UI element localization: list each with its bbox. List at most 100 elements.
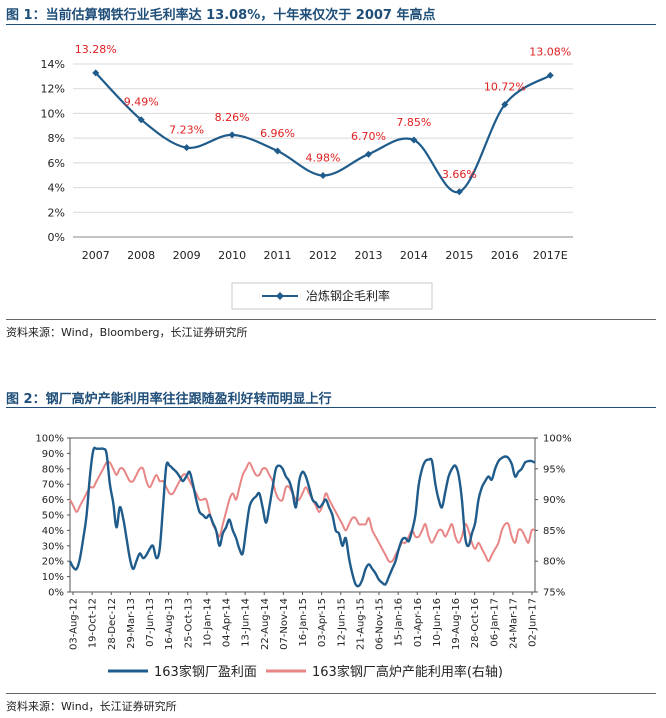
chart2-x-tick-label: 07-Nov-14 xyxy=(279,598,290,650)
chart1-x-tick-label: 2014 xyxy=(400,249,428,262)
chart2-x-tick-label: 16-Jan-15 xyxy=(298,598,309,647)
chart1-x-tick-label: 2011 xyxy=(264,249,292,262)
chart1-point-marker xyxy=(228,131,236,139)
chart1-x-tick-label: 2008 xyxy=(127,249,155,262)
chart2-right-y-tick-label: 85% xyxy=(543,526,565,537)
chart2-x-tick-label: 06-Jan-17 xyxy=(489,598,500,647)
chart2-right-y-tick-label: 75% xyxy=(543,588,565,599)
chart1-y-tick-labels: 0% 2% 4% 6% 8% 10% 12% 14% xyxy=(41,58,65,244)
chart1-point-marker xyxy=(183,144,191,152)
chart1-y-tick-label: 0% xyxy=(48,231,65,244)
chart1-point-marker xyxy=(410,136,418,144)
chart1-data-label: 4.98% xyxy=(306,151,341,164)
chart2-series-profit-ratio xyxy=(68,446,536,588)
chart2-left-y-tick-label: 100% xyxy=(35,434,64,445)
chart1-x-tick-label: 2015 xyxy=(445,249,473,262)
chart1-data-label: 7.23% xyxy=(169,124,204,137)
chart2-x-tick-label: 25-Oct-13 xyxy=(183,598,194,648)
chart1-legend-box xyxy=(231,282,433,310)
chart1-y-tick-label: 6% xyxy=(48,157,65,170)
chart1-data-label: 13.28% xyxy=(75,43,117,56)
chart1-point-marker xyxy=(546,71,554,79)
chart1-x-tick-label: 2012 xyxy=(309,249,337,262)
chart1-x-tick-label: 2017E xyxy=(533,249,568,262)
chart2-right-y-tick-label: 80% xyxy=(543,557,565,568)
figure2-chart: 0% 10% 20% 30% 40% 50% 60% 70% 80% 90% 100% 75% 80%… xyxy=(35,434,572,681)
chart2-x-tick-label: 01-Apr-16 xyxy=(413,598,424,647)
chart1-x-tick-label: 2010 xyxy=(218,249,246,262)
chart2-left-y-tick-label: 30% xyxy=(42,541,64,552)
chart1-y-tick-label: 14% xyxy=(41,58,65,71)
chart2-x-tick-label: 03-Aug-12 xyxy=(69,598,80,650)
figure1-source: 资料来源：Wind，Bloomberg，长江证券研究所 xyxy=(6,326,248,339)
chart1-y-tick-label: 2% xyxy=(48,206,65,219)
chart1-data-label: 7.85% xyxy=(396,116,431,129)
chart1-point-marker xyxy=(455,188,463,196)
chart1-gridlines xyxy=(73,63,573,238)
chart2-x-tick-label: 15-Jan-16 xyxy=(394,598,405,647)
chart2-series xyxy=(68,446,536,588)
chart2-x-tick-label: 12-Jun-15 xyxy=(336,598,347,647)
chart1-point-marker xyxy=(137,116,145,124)
chart2-legend-label-utilization: 163家钢厂高炉产能利用率(右轴) xyxy=(312,664,503,680)
chart1-point-marker xyxy=(92,69,100,77)
chart1-point-marker xyxy=(364,150,372,158)
chart1-x-tick-label: 2007 xyxy=(82,249,110,262)
chart2-left-y-tick-label: 10% xyxy=(42,572,64,583)
figure2-title: 图 2：钢厂高炉产能利用率往往跟随盈利好转而明显上行 xyxy=(6,392,332,407)
chart2-plot-frame xyxy=(69,437,536,593)
chart2-x-tick-label: 21-Aug-15 xyxy=(355,598,366,650)
chart2-right-y-tick-label: 95% xyxy=(543,464,565,475)
figure1-title-rule xyxy=(6,24,656,25)
figure2-source: 资料来源：Wind，长江证券研究所 xyxy=(6,700,177,713)
chart1-point-marker xyxy=(501,101,509,109)
chart2-x-tick-label: 16-Aug-13 xyxy=(164,598,175,650)
chart2-x-tick-label: 24-Mar-17 xyxy=(508,598,519,649)
chart2-x-tick-label: 29-Mar-13 xyxy=(126,598,137,649)
chart2-x-tick-label: 28-Dec-12 xyxy=(107,598,118,650)
chart2-left-y-tick-label: 60% xyxy=(42,495,64,506)
chart2-x-tick-label: 19-Aug-16 xyxy=(451,598,462,650)
chart2-x-tick-label: 02-Jun-17 xyxy=(528,598,539,647)
chart1-x-tick-label: 2016 xyxy=(491,249,519,262)
figure2-source-rule xyxy=(6,693,656,694)
chart2-x-tick-label: 06-Nov-15 xyxy=(375,598,386,650)
chart2-x-tick-label: 10-Jan-14 xyxy=(202,598,213,647)
chart1-series xyxy=(92,69,554,196)
chart1-y-tick-label: 12% xyxy=(41,83,65,96)
chart2-left-y-tick-labels: 0% 10% 20% 30% 40% 50% 60% 70% 80% 90% 100% xyxy=(35,434,64,599)
chart1-data-label: 6.96% xyxy=(260,127,295,140)
chart2-x-tick-label: 04-Apr-14 xyxy=(222,598,233,647)
chart2-left-y-tick-label: 20% xyxy=(42,557,64,568)
chart2-left-y-tick-label: 80% xyxy=(42,464,64,475)
chart2-right-y-tick-label: 100% xyxy=(543,434,572,445)
chart2-x-tick-label: 10-Jun-16 xyxy=(432,598,443,647)
chart2-left-y-tick-label: 0% xyxy=(48,588,64,599)
chart1-point-marker xyxy=(319,171,327,179)
chart1-data-label: 13.08% xyxy=(529,45,571,58)
chart2-right-y-tick-label: 90% xyxy=(543,495,565,506)
figure1-chart: 0% 2% 4% 6% 8% 10% 12% 14% 2007 2008 2009 2010 2011… xyxy=(41,43,573,310)
chart1-y-tick-label: 4% xyxy=(48,182,65,195)
chart2-series-blast-furnace-utilization xyxy=(69,460,536,563)
chart1-data-labels: 13.28% 9.49% 7.23% 8.26% 6.96% 4.98% 6.70% 7.85… xyxy=(75,43,571,181)
chart1-x-tick-label: 2009 xyxy=(173,249,201,262)
chart1-y-tick-label: 10% xyxy=(41,107,65,120)
chart1-data-label: 8.26% xyxy=(215,111,250,124)
chart2-x-tick-label: 22-Aug-14 xyxy=(260,598,271,650)
chart1-point-marker xyxy=(274,147,282,155)
chart2-left-y-tick-label: 40% xyxy=(42,526,64,537)
chart2-right-y-tick-labels: 75% 80% 85% 90% 95% 100% xyxy=(543,434,572,599)
chart1-legend-marker xyxy=(276,292,284,300)
chart1-x-tick-label: 2013 xyxy=(354,249,382,262)
chart2-left-y-tick-label: 70% xyxy=(42,480,64,491)
figure2-title-rule xyxy=(6,407,656,408)
chart2-x-tick-label: 07-Jun-13 xyxy=(145,598,156,647)
chart2-axes xyxy=(67,437,538,595)
chart1-y-tick-label: 8% xyxy=(48,132,65,145)
chart2-legend-label-profit: 163家钢厂盈利面 xyxy=(154,664,257,680)
chart2-x-tick-label: 28-Oct-16 xyxy=(470,598,481,648)
chart1-data-label: 6.70% xyxy=(351,130,386,143)
chart2-x-tick-labels: 03-Aug-12 19-Oct-12 28-Dec-12 29-Mar-13 07-J… xyxy=(69,598,539,650)
figure1-source-rule xyxy=(6,319,656,320)
